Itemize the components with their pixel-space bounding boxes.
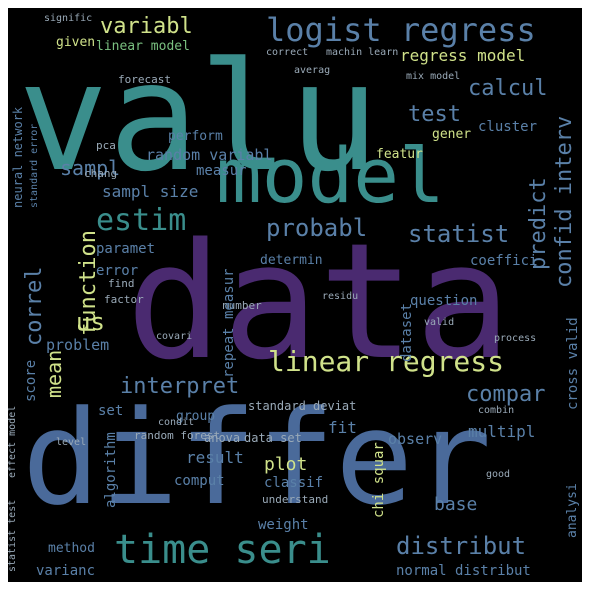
word: determin [260,253,323,268]
word: understand [262,493,329,506]
word: chi squar [371,442,387,518]
word: paramet [96,241,156,257]
word: algorithm [103,432,119,508]
word: anova [204,431,241,445]
word: dataset [399,302,415,362]
word: data set [244,431,302,445]
word: linear regress [268,345,505,378]
word: compar [466,382,546,407]
word: cluster [478,119,538,135]
word: sampl size [102,182,199,201]
word: varianc [36,563,96,579]
word: cross valid [565,317,581,410]
word: result [186,448,244,467]
word: interpret [120,374,240,399]
word: good [486,469,511,480]
word: correct [266,47,309,58]
word: random forest [134,429,221,442]
word: number [222,299,262,312]
word: data [126,208,512,395]
word: variabl [100,14,193,39]
word: level [56,437,87,448]
word: predict [526,177,551,270]
word: fit [328,418,357,437]
word: repeat measur [221,268,237,378]
word: logist regress [266,11,536,49]
word: differ [22,382,492,534]
word: score [23,359,39,402]
word: gener [432,127,472,142]
word: coeffici [470,253,538,269]
word: weight [258,517,309,533]
word: mix model [406,71,461,82]
word: condit [158,417,195,428]
word: regress model [400,46,526,65]
word: machin learn [326,47,399,58]
word: valu [18,31,380,205]
word: pca [96,139,116,152]
word: multipl [468,422,536,441]
word: standard error [29,123,40,208]
word: calcul [468,76,548,101]
word: plot [264,454,308,475]
word: confid interv [552,115,577,288]
word: method [48,541,95,556]
word: analysi [565,483,580,538]
word: test [408,102,461,127]
word: linear model [96,39,190,54]
word: us [76,308,105,336]
word: find [108,277,135,290]
word: standard deviat [248,399,357,413]
word: residu [322,291,359,302]
word: given [56,35,96,50]
word: model [216,131,445,220]
word: question [410,293,478,309]
word: forecast [118,73,171,86]
word: factor [104,293,144,306]
word: correl [22,266,47,346]
word: chang [84,167,118,180]
word: neural network [11,106,25,208]
word: observ [388,430,443,448]
word: combin [478,405,515,416]
word: probabl [266,214,368,242]
word: process [494,333,537,344]
word: valid [424,317,455,328]
word: comput [174,473,225,489]
word: measur [196,163,247,179]
word: function [76,230,101,336]
word: error [96,263,139,279]
word: base [434,494,478,515]
word: normal distribut [396,563,531,579]
word: problem [46,336,110,354]
word: random variabl [146,146,273,164]
word: distribut [396,532,527,560]
word: perform [168,129,223,144]
word: group [176,409,216,424]
word: mean [42,349,66,398]
word: sampl [60,156,121,180]
word: estim [96,203,187,238]
word: statist test [8,499,18,572]
word: averag [294,65,331,76]
word-cloud: valu data differ model time seri logist … [8,8,582,582]
word: statist [408,220,510,248]
word: set [98,403,124,419]
word: classif [264,475,324,491]
word: covari [156,331,193,342]
word: signific [44,13,93,24]
word: effect model [8,405,18,478]
word: time seri [114,527,331,573]
word: featur [376,147,423,162]
